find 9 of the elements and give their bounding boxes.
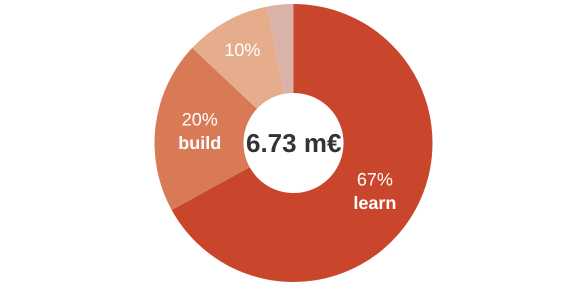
data-label: 20% (182, 109, 218, 130)
data-label: 67% (356, 169, 393, 190)
donut-slice (267, 4, 294, 94)
donut-slice (172, 4, 432, 282)
donut-slice (192, 6, 284, 109)
text: 6.73 m€ (246, 128, 342, 158)
slice-label: build (178, 132, 222, 153)
data-label: 10% (224, 40, 260, 60)
slice-label: learn (353, 192, 396, 213)
